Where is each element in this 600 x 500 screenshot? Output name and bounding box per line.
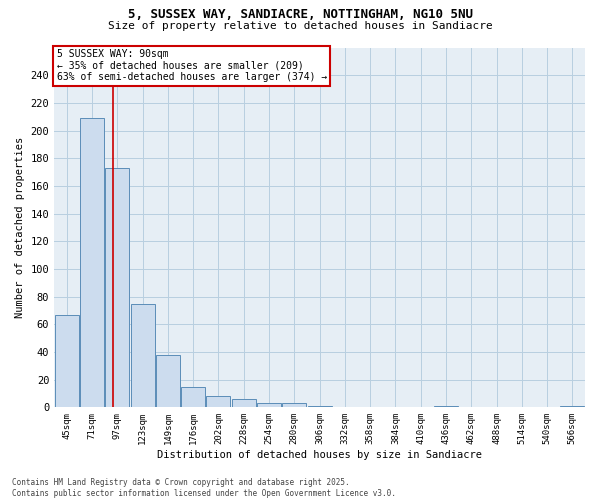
Bar	[80, 118, 104, 408]
Text: 5 SUSSEX WAY: 90sqm
← 35% of detached houses are smaller (209)
63% of semi-detac: 5 SUSSEX WAY: 90sqm ← 35% of detached ho…	[57, 50, 327, 82]
Text: 5, SUSSEX WAY, SANDIACRE, NOTTINGHAM, NG10 5NU: 5, SUSSEX WAY, SANDIACRE, NOTTINGHAM, NG…	[128, 8, 473, 20]
Bar	[232, 399, 256, 407]
Bar	[131, 304, 155, 408]
Bar	[560, 406, 584, 407]
Y-axis label: Number of detached properties: Number of detached properties	[15, 137, 25, 318]
Bar	[156, 354, 180, 408]
Bar	[181, 386, 205, 407]
Bar	[106, 168, 130, 408]
Bar	[206, 396, 230, 407]
Text: Contains HM Land Registry data © Crown copyright and database right 2025.
Contai: Contains HM Land Registry data © Crown c…	[12, 478, 396, 498]
Bar	[55, 314, 79, 408]
Text: Size of property relative to detached houses in Sandiacre: Size of property relative to detached ho…	[107, 21, 493, 31]
Bar	[434, 406, 458, 407]
Bar	[257, 403, 281, 407]
Bar	[282, 403, 307, 407]
X-axis label: Distribution of detached houses by size in Sandiacre: Distribution of detached houses by size …	[157, 450, 482, 460]
Bar	[308, 406, 332, 407]
